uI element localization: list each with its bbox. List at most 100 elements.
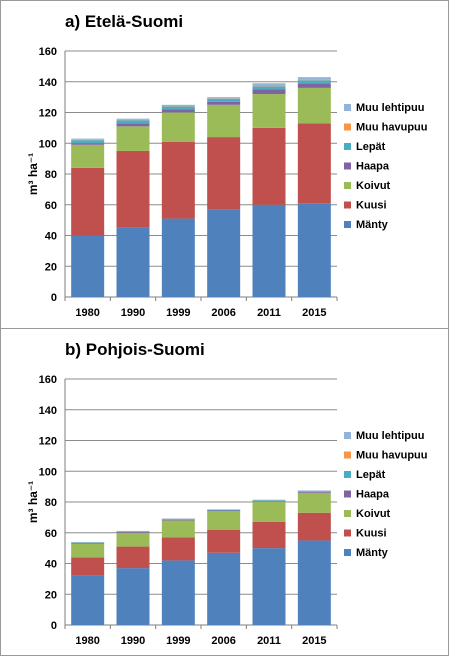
x-tick-label: 1990 [121,635,145,647]
legend-swatch-kuusi [344,530,351,537]
bar-segment-manty-1990 [117,228,150,297]
bar-segment-muu-lehtipuu-2006 [207,97,240,98]
bar-segment-lepat-2015 [298,491,331,492]
x-tick-label: 2006 [211,635,235,647]
x-tick-label: 2015 [302,635,326,647]
y-tick-label: 20 [45,589,57,601]
bar-segment-muu-lehtipuu-2015 [298,77,331,80]
y-tick-label: 120 [39,108,57,120]
y-tick-label: 0 [51,292,57,304]
bar-segment-lepat-2006 [207,510,240,511]
legend-swatch-manty [344,221,351,228]
y-tick-label: 160 [39,374,57,386]
bar-segment-muu-lehtipuu-2015 [298,490,331,491]
bar-segment-kuusi-2006 [207,137,240,209]
y-tick-label: 140 [39,77,57,89]
legend-label-muu-havupuu: Muu havupuu [356,122,428,134]
bar-segment-manty-1990 [117,568,150,625]
legend-swatch-lepat [344,471,351,478]
legend-swatch-muu-lehtipuu [344,104,351,111]
legend-label-koivut: Koivut [356,180,391,192]
bar-segment-koivut-1999 [162,113,195,142]
bar-segment-muu-lehtipuu-1990 [117,119,150,120]
bar-segment-kuusi-2015 [298,123,331,203]
legend-swatch-muu-lehtipuu [344,432,351,439]
bar-segment-haapa-2006 [207,102,240,105]
bar-segment-kuusi-2011 [253,128,286,205]
bar-segment-koivut-2015 [298,493,331,513]
bar-segment-kuusi-1999 [162,537,195,560]
bar-segment-haapa-1980 [71,543,104,544]
legend-label-kuusi: Kuusi [356,528,387,540]
legend-label-muu-lehtipuu: Muu lehtipuu [356,430,424,442]
bar-segment-haapa-2015 [298,83,331,88]
bar-segment-koivut-1980 [71,145,104,168]
y-tick-label: 100 [39,466,57,478]
y-tick-label: 0 [51,620,57,632]
y-tick-label: 40 [45,559,57,571]
bar-segment-manty-2006 [207,553,240,625]
x-tick-label: 2011 [257,307,281,319]
x-tick-label: 1999 [166,635,190,647]
bar-segment-haapa-2015 [298,492,331,493]
bar-segment-koivut-1990 [117,533,150,547]
chart-svg-pohjois-suomi: b) Pohjois-Suomi020406080100120140160m³ … [1,329,450,657]
bar-segment-manty-2011 [253,205,286,297]
bar-segment-lepat-1999 [162,519,195,520]
x-tick-label: 1980 [75,307,99,319]
legend-label-kuusi: Kuusi [356,200,387,212]
legend-label-manty: Mänty [356,219,389,231]
legend-swatch-haapa [344,491,351,498]
y-tick-label: 60 [45,528,57,540]
legend-swatch-muu-havupuu [344,124,351,131]
bar-segment-haapa-1980 [71,143,104,145]
bar-segment-manty-2006 [207,209,240,297]
legend-label-muu-lehtipuu: Muu lehtipuu [356,102,424,114]
legend-swatch-manty [344,549,351,556]
y-tick-label: 40 [45,231,57,243]
legend-swatch-haapa [344,163,351,170]
legend-swatch-kuusi [344,202,351,209]
bar-segment-haapa-2006 [207,510,240,511]
bar-segment-manty-1980 [71,576,104,625]
bar-segment-kuusi-2015 [298,513,331,541]
x-tick-label: 1980 [75,635,99,647]
x-tick-label: 1990 [121,307,145,319]
bar-segment-muu-lehtipuu-2011 [253,500,286,501]
legend-swatch-koivut [344,510,351,517]
chart-title: a) Etelä-Suomi [65,12,183,31]
y-tick-label: 80 [45,169,57,181]
bar-segment-manty-2015 [298,203,331,297]
x-tick-label: 2015 [302,307,326,319]
legend-label-haapa: Haapa [356,489,390,501]
bar-segment-koivut-1980 [71,544,104,558]
bar-segment-lepat-2006 [207,99,240,102]
bar-segment-haapa-1999 [162,109,195,112]
bar-segment-haapa-1990 [117,123,150,126]
bar-segment-manty-1999 [162,219,195,297]
legend-swatch-koivut [344,182,351,189]
bar-segment-kuusi-1980 [71,168,104,236]
chart-title: b) Pohjois-Suomi [65,340,205,359]
bar-segment-lepat-2011 [253,500,286,501]
bar-segment-manty-1980 [71,236,104,298]
x-tick-label: 2011 [257,635,281,647]
bar-segment-muu-lehtipuu-1999 [162,105,195,106]
bar-segment-kuusi-1999 [162,142,195,219]
y-tick-label: 120 [39,436,57,448]
bar-segment-koivut-2011 [253,502,286,522]
legend-label-muu-havupuu: Muu havupuu [356,450,428,462]
legend-swatch-muu-havupuu [344,452,351,459]
x-tick-label: 1999 [166,307,190,319]
bar-segment-haapa-2011 [253,89,286,94]
bar-segment-kuusi-1980 [71,557,104,575]
legend-swatch-lepat [344,143,351,150]
legend-label-lepat: Lepät [356,141,386,153]
y-tick-label: 20 [45,261,57,273]
bar-segment-koivut-2015 [298,88,331,123]
bar-segment-manty-2011 [253,548,286,625]
